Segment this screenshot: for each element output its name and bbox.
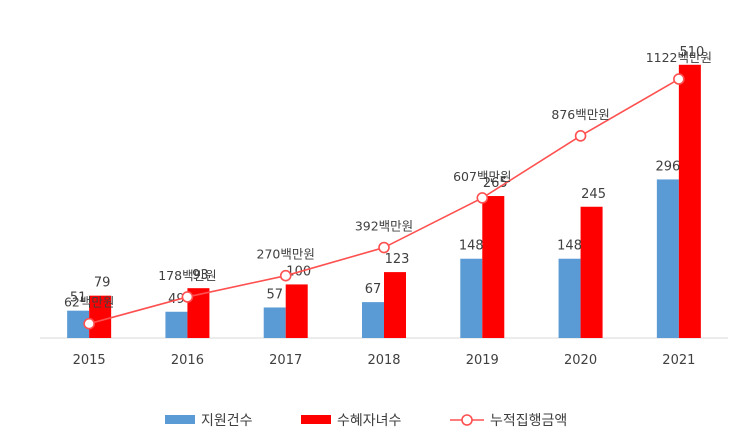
legend-label-support: 지원건수 [201,413,253,429]
label-support-2019: 148 [459,239,484,254]
label-support-2017: 57 [266,287,283,302]
bar-support-2016 [165,311,188,338]
cumulative-label-2018: 392백만원 [355,219,413,234]
cumulative-point-2020 [574,130,587,142]
bar-children-2015 [89,295,112,338]
bar-children-2020 [580,206,603,338]
label-children-2019: 265 [483,176,508,191]
label-children-2016: 93 [192,268,209,283]
bar-children-2018 [384,272,406,338]
cumulative-label-2019: 607백만원 [453,169,511,184]
cumulative-point-2021 [673,73,685,85]
cumulative-label-2016: 178백만원 [158,268,216,283]
bar-children-2021 [678,64,701,339]
bar-support-2019 [460,258,483,338]
line-labels: 62백만원 178백만원 270백만원 392백만원 607백만원 876백만원 1122백… [64,50,712,310]
bar-children-2019 [482,196,505,338]
label-support-2015: 51 [70,291,87,306]
bar-support-2015 [67,310,90,338]
cumulative-label-2017: 270백만원 [257,247,315,262]
cumulative-point-2019 [476,192,489,204]
bar-support-2017 [263,307,286,338]
legend-label-children: 수혜자녀수 [337,413,402,429]
cumulative-point-2016 [181,291,194,303]
x-tick-labels: 2015 2016 2017 2018 2019 2020 2021 [73,353,696,368]
legend-marker-cumulative [461,414,473,426]
x-tick-2021: 2021 [662,353,695,368]
bar-support-2020 [558,258,581,338]
label-children-2021: 510 [679,45,704,60]
cumulative-point-2017 [279,269,292,282]
cumulative-label-2021: 1122백만원 [646,50,712,65]
label-support-2020: 148 [557,239,582,254]
label-children-2020: 245 [581,187,606,202]
cumulative-label-2020: 876백만원 [551,107,609,122]
x-tick-2016: 2016 [171,353,204,368]
bar-children-2016 [187,288,210,338]
x-tick-2019: 2019 [466,353,499,368]
x-tick-2020: 2020 [564,353,597,368]
x-tick-2017: 2017 [269,353,302,368]
legend: 지원건수 수혜자녀수 누적집행금액 [165,413,567,429]
label-children-2018: 123 [385,252,410,267]
label-support-2021: 296 [655,159,680,174]
bars [67,64,701,339]
bar-support-2018 [362,302,384,338]
label-support-2018: 67 [365,282,382,297]
cumulative-point-2015 [83,317,95,330]
bar-support-2021 [656,179,679,338]
x-tick-2018: 2018 [367,353,400,368]
cumulative-point-2018 [378,241,390,254]
label-children-2015: 79 [94,276,111,291]
legend-label-cumulative: 누적집행금액 [490,413,567,429]
x-tick-2015: 2015 [73,353,106,368]
cumulative-label-2015: 62백만원 [64,295,114,310]
cumulative-line [83,73,685,330]
legend-swatch-support [165,415,195,424]
legend-swatch-children [301,415,331,424]
bar-children-2017 [285,284,308,338]
